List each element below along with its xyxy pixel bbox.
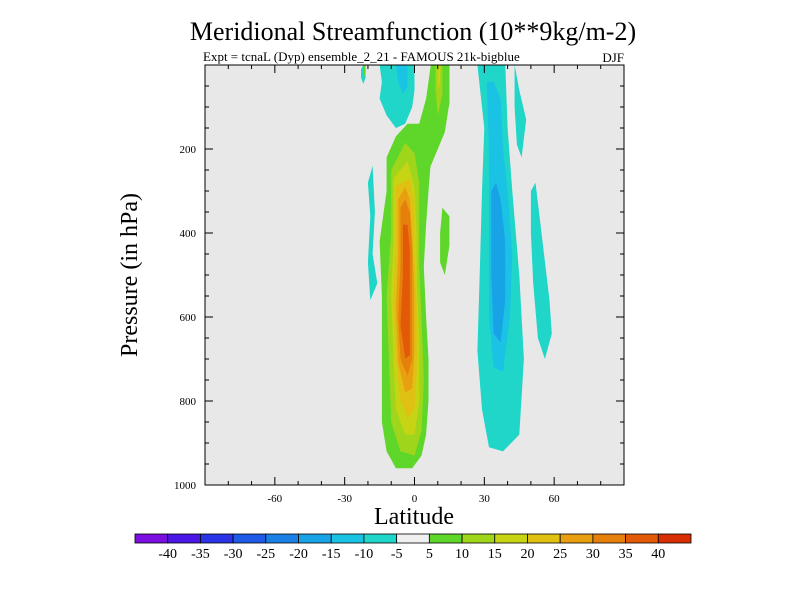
x-tick-label: -30 bbox=[337, 493, 352, 505]
y-tick-label: 1000 bbox=[174, 480, 197, 492]
contour-upper-right-positive-15 bbox=[437, 65, 441, 91]
colorbar-label: -15 bbox=[322, 547, 341, 562]
colorbar-swatch bbox=[363, 533, 398, 544]
colorbar-label: -20 bbox=[289, 547, 308, 562]
colorbar-label: 15 bbox=[488, 547, 502, 562]
y-tick-label: 200 bbox=[180, 144, 197, 156]
colorbar-label: -40 bbox=[158, 547, 177, 562]
colorbar-swatch bbox=[265, 533, 299, 544]
colorbar-swatch bbox=[625, 533, 659, 544]
contour-hadley-positive-35 bbox=[400, 224, 410, 359]
y-tick-label: 800 bbox=[180, 396, 197, 408]
chart-subtitle-right: DJF bbox=[602, 50, 624, 65]
colorbar-label: 35 bbox=[619, 547, 633, 562]
colorbar-swatch bbox=[428, 533, 463, 544]
colorbar-swatch bbox=[494, 533, 528, 544]
colorbar-label: -10 bbox=[355, 547, 374, 562]
colorbar-label: -5 bbox=[391, 547, 403, 562]
colorbar: -40 -35 -30 -25 -20 -15 -10 -5 5 10 15 20 25 30 35 40 bbox=[134, 533, 692, 562]
chart-title: Meridional Streamfunction (10**9kg/m-2) bbox=[190, 17, 636, 46]
colorbar-swatch bbox=[330, 533, 365, 544]
x-tick-label: 30 bbox=[479, 493, 491, 505]
y-tick-label: 600 bbox=[180, 312, 197, 324]
contour-upper-right-positive-5 bbox=[426, 65, 450, 183]
contour-south-upper-limb bbox=[514, 65, 527, 158]
contour-upper-right-positive-10 bbox=[435, 65, 443, 116]
colorbar-label: 5 bbox=[426, 547, 433, 562]
colorbar-label: 25 bbox=[553, 547, 567, 562]
plot-area: -60 -30 0 30 60 200 400 600 800 1000 bbox=[174, 64, 625, 505]
colorbar-label: 10 bbox=[455, 547, 469, 562]
contour-north-cell-inner bbox=[395, 65, 408, 95]
colorbar-label: 40 bbox=[651, 547, 665, 562]
contour-east-small-positive bbox=[440, 207, 450, 275]
x-tick-label: 60 bbox=[549, 493, 561, 505]
contour-south-right-limb bbox=[530, 182, 552, 359]
colorbar-label: 30 bbox=[586, 547, 600, 562]
colorbar-swatch bbox=[167, 533, 201, 544]
colorbar-swatch bbox=[298, 533, 332, 544]
colorbar-swatch bbox=[396, 533, 430, 544]
colorbar-swatch bbox=[527, 533, 561, 544]
colorbar-swatch bbox=[461, 533, 496, 544]
colorbar-swatch bbox=[592, 533, 626, 544]
x-axis-ticks: -60 -30 0 30 60 bbox=[227, 65, 602, 505]
y-tick-label: 400 bbox=[180, 228, 197, 240]
y-axis-label: Pressure (in hPa) bbox=[117, 193, 143, 357]
contour-layer bbox=[361, 65, 552, 469]
x-tick-label: -60 bbox=[267, 493, 282, 505]
colorbar-swatch bbox=[657, 533, 692, 544]
colorbar-label: -25 bbox=[256, 547, 275, 562]
colorbar-swatch bbox=[200, 533, 234, 544]
colorbar-swatch bbox=[134, 533, 169, 544]
x-axis-label: Latitude bbox=[374, 504, 454, 530]
colorbar-swatch bbox=[559, 533, 594, 544]
colorbar-label: -35 bbox=[191, 547, 210, 562]
contour-south-cell-core bbox=[491, 182, 506, 343]
contour-west-thin-limb bbox=[367, 165, 378, 301]
x-tick-label: 0 bbox=[412, 493, 418, 505]
colorbar-label: 20 bbox=[520, 547, 534, 562]
contour-far-west-positive bbox=[363, 65, 366, 78]
colorbar-swatch bbox=[232, 533, 267, 544]
colorbar-label: -30 bbox=[224, 547, 243, 562]
chart-subtitle-left: Expt = tcnaL (Dyp) ensemble_2_21 - FAMOU… bbox=[203, 49, 520, 64]
y-axis-ticks: 200 400 600 800 1000 bbox=[174, 85, 624, 492]
